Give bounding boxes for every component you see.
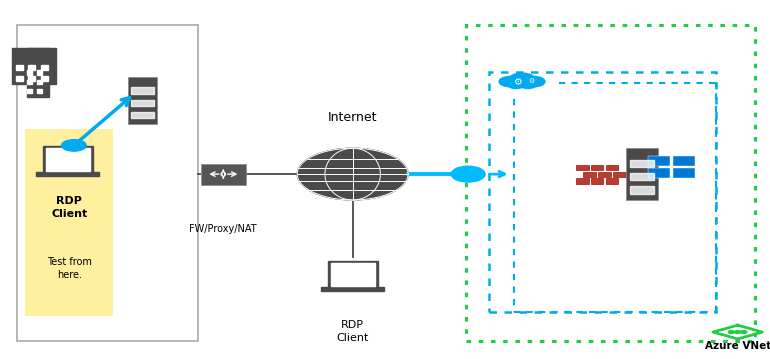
- FancyBboxPatch shape: [648, 156, 670, 166]
- FancyBboxPatch shape: [132, 88, 153, 94]
- Circle shape: [507, 80, 524, 88]
- Text: ⚙: ⚙: [513, 77, 521, 87]
- Circle shape: [451, 166, 485, 182]
- Text: ⚙: ⚙: [528, 78, 534, 84]
- FancyBboxPatch shape: [630, 186, 654, 194]
- FancyBboxPatch shape: [37, 89, 42, 93]
- Circle shape: [735, 331, 741, 334]
- FancyBboxPatch shape: [27, 80, 32, 84]
- Text: FW/Proxy/NAT: FW/Proxy/NAT: [189, 224, 257, 234]
- FancyBboxPatch shape: [37, 80, 42, 84]
- Text: RDP
Client: RDP Client: [51, 196, 88, 219]
- FancyBboxPatch shape: [613, 172, 626, 177]
- FancyBboxPatch shape: [576, 178, 588, 184]
- FancyBboxPatch shape: [466, 25, 755, 341]
- FancyBboxPatch shape: [576, 165, 588, 171]
- FancyBboxPatch shape: [25, 129, 113, 316]
- FancyBboxPatch shape: [630, 160, 654, 167]
- Text: Test from
here.: Test from here.: [47, 257, 92, 280]
- FancyBboxPatch shape: [606, 178, 618, 184]
- FancyBboxPatch shape: [41, 65, 48, 70]
- FancyBboxPatch shape: [201, 164, 246, 185]
- FancyBboxPatch shape: [328, 261, 377, 287]
- FancyBboxPatch shape: [606, 165, 618, 171]
- Text: Internet: Internet: [328, 111, 377, 124]
- Circle shape: [523, 76, 545, 87]
- FancyBboxPatch shape: [16, 65, 23, 70]
- FancyBboxPatch shape: [28, 76, 35, 81]
- Circle shape: [62, 140, 86, 151]
- Circle shape: [741, 331, 747, 334]
- FancyBboxPatch shape: [27, 89, 32, 93]
- FancyBboxPatch shape: [46, 148, 89, 171]
- FancyBboxPatch shape: [12, 48, 56, 84]
- FancyBboxPatch shape: [584, 172, 596, 177]
- FancyBboxPatch shape: [132, 99, 153, 106]
- FancyBboxPatch shape: [673, 168, 695, 178]
- FancyBboxPatch shape: [36, 172, 99, 176]
- FancyBboxPatch shape: [41, 76, 48, 81]
- FancyBboxPatch shape: [648, 168, 670, 178]
- FancyBboxPatch shape: [591, 178, 604, 184]
- FancyBboxPatch shape: [17, 25, 198, 341]
- Circle shape: [297, 148, 408, 200]
- FancyBboxPatch shape: [27, 48, 49, 97]
- FancyBboxPatch shape: [42, 146, 92, 172]
- Text: RDP
Client: RDP Client: [336, 320, 369, 344]
- Circle shape: [499, 76, 521, 87]
- FancyBboxPatch shape: [489, 72, 716, 312]
- FancyBboxPatch shape: [28, 65, 35, 70]
- FancyBboxPatch shape: [27, 70, 32, 75]
- FancyBboxPatch shape: [598, 172, 611, 177]
- FancyBboxPatch shape: [591, 165, 604, 171]
- FancyBboxPatch shape: [626, 149, 658, 200]
- Circle shape: [520, 80, 537, 88]
- Circle shape: [510, 73, 535, 85]
- Text: Azure VNet: Azure VNet: [705, 341, 770, 351]
- FancyBboxPatch shape: [132, 112, 153, 118]
- FancyBboxPatch shape: [16, 76, 23, 81]
- Circle shape: [728, 331, 735, 334]
- FancyBboxPatch shape: [321, 287, 384, 290]
- FancyBboxPatch shape: [37, 70, 42, 75]
- FancyBboxPatch shape: [331, 263, 375, 286]
- FancyBboxPatch shape: [673, 156, 695, 166]
- FancyBboxPatch shape: [630, 173, 654, 180]
- FancyBboxPatch shape: [128, 77, 157, 124]
